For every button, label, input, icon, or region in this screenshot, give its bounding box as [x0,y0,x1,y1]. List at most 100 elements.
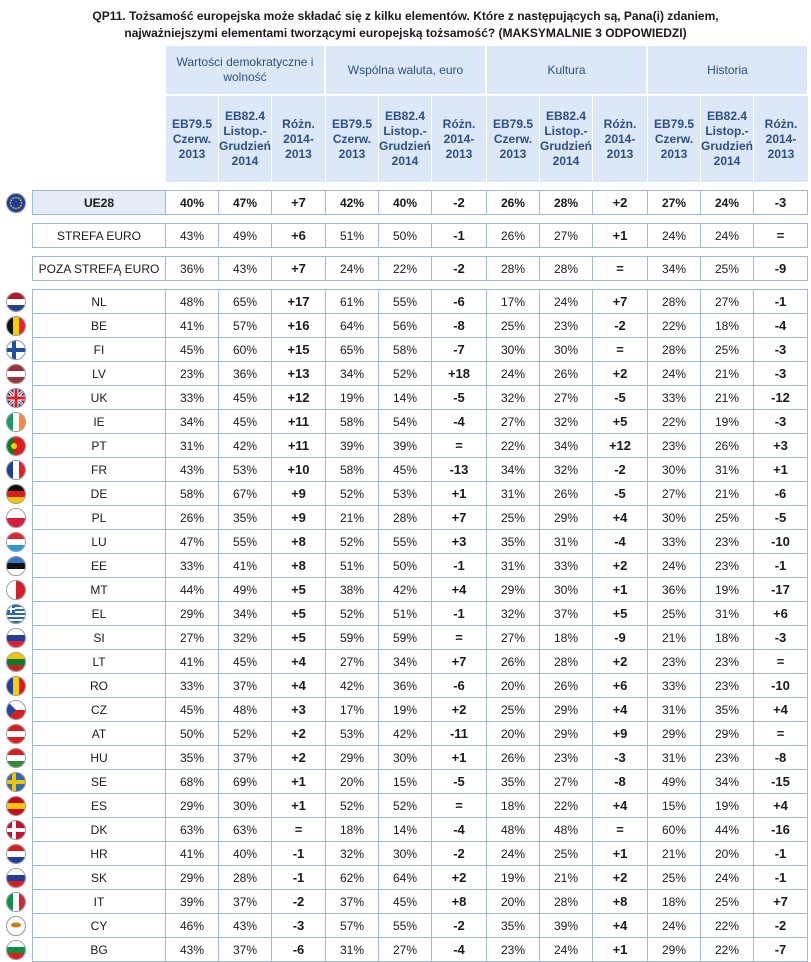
diff-cell: +3 [271,698,325,722]
value-cell: 25% [700,338,753,362]
subheader-eb82: EB82.4 Listop.- Grudzień 2014 [378,94,431,182]
subheader-eb79: EB79.5 Czerw. 2013 [486,94,539,182]
flag-be-icon [6,316,26,336]
value-cell: 40% [165,190,218,215]
value-cell: 37% [539,602,592,626]
subheader-diff: Różn. 2014- 2013 [592,94,647,182]
flag-bg-icon [6,940,26,960]
value-cell: 34% [378,650,431,674]
value-cell: 32% [486,386,539,410]
diff-cell: -1 [753,866,808,890]
diff-cell: -1 [271,842,325,866]
diff-cell: +9 [271,482,325,506]
subheader-eb79: EB79.5 Czerw. 2013 [165,94,218,182]
flag-lt-icon [6,652,26,672]
row-label: FI [32,338,165,362]
diff-cell: -6 [271,938,325,962]
flag-hr-icon [6,844,26,864]
diff-cell: -6 [753,482,808,506]
diff-cell: -17 [753,578,808,602]
diff-cell: +4 [753,794,808,818]
value-cell: 40% [378,190,431,215]
flag-lu-icon [6,532,26,552]
diff-cell: -1 [753,289,808,314]
table-row: CY 46% 43% -3 57% 55% -2 35% 39% +4 24% 22% -2 [0,914,808,938]
value-cell: 25% [486,698,539,722]
value-cell: 15% [378,770,431,794]
flag-de-icon [6,484,26,504]
value-cell: 25% [647,602,700,626]
table-row: CZ 45% 48% +3 17% 19% +2 25% 29% +4 31% 35% +4 [0,698,808,722]
flag-hu-icon [6,748,26,768]
flag-fi-icon [6,340,26,360]
value-cell: 28% [647,289,700,314]
table-row: AT 50% 52% +2 53% 42% -11 20% 29% +9 29% 29% = [0,722,808,746]
diff-cell: = [431,626,486,650]
value-cell: 23% [647,650,700,674]
diff-cell: +7 [431,506,486,530]
row-label: RO [32,674,165,698]
value-cell: 50% [378,554,431,578]
diff-cell: -9 [592,626,647,650]
diff-cell: -3 [271,914,325,938]
value-cell: 60% [218,338,271,362]
value-cell: 15% [647,794,700,818]
value-cell: 29% [539,698,592,722]
value-cell: 29% [647,722,700,746]
table-row: DE 58% 67% +9 52% 53% +1 31% 26% -5 27% 21% -6 [0,482,808,506]
diff-cell: +7 [431,650,486,674]
diff-cell: +11 [271,410,325,434]
diff-cell: -5 [431,386,486,410]
value-cell: 21% [539,866,592,890]
question-title: QP11. Tożsamość europejska może składać … [0,8,811,42]
value-cell: 56% [378,314,431,338]
diff-cell: -13 [431,458,486,482]
value-cell: 46% [165,914,218,938]
value-cell: 52% [325,482,378,506]
value-cell: 52% [378,794,431,818]
value-cell: 27% [700,289,753,314]
value-cell: 34% [218,602,271,626]
row-label: EL [32,602,165,626]
value-cell: 43% [165,938,218,962]
value-cell: 59% [378,626,431,650]
diff-cell: = [753,223,808,248]
flag-cz-icon [6,700,26,720]
value-cell: 27% [539,386,592,410]
value-cell: 34% [700,770,753,794]
value-cell: 22% [378,256,431,281]
value-cell: 26% [486,223,539,248]
flag-at-icon [6,724,26,744]
diff-cell: +1 [592,842,647,866]
table-row: SE 68% 69% +1 20% 15% -5 35% 27% -8 49% 34% -15 [0,770,808,794]
diff-cell: +7 [592,289,647,314]
value-cell: 22% [647,410,700,434]
value-cell: 55% [378,289,431,314]
value-cell: 55% [378,530,431,554]
value-cell: 63% [165,818,218,842]
diff-cell: +17 [271,289,325,314]
value-cell: 43% [165,458,218,482]
value-cell: 42% [378,578,431,602]
value-cell: 55% [378,914,431,938]
value-cell: 47% [165,530,218,554]
diff-cell: +4 [271,674,325,698]
value-cell: 24% [647,914,700,938]
value-cell: 52% [325,530,378,554]
diff-cell: -5 [592,386,647,410]
diff-cell: +4 [592,794,647,818]
value-cell: 33% [647,674,700,698]
value-cell: 24% [325,256,378,281]
diff-cell: -8 [592,770,647,794]
value-cell: 35% [486,770,539,794]
value-cell: 45% [218,410,271,434]
value-cell: 24% [647,223,700,248]
value-cell: 51% [378,602,431,626]
diff-cell: -2 [592,458,647,482]
value-cell: 33% [539,554,592,578]
value-cell: 22% [700,938,753,962]
subheader-eb82: EB82.4 Listop.- Grudzień 2014 [218,94,271,182]
diff-cell: +9 [271,506,325,530]
diff-cell: +10 [271,458,325,482]
value-cell: 32% [539,410,592,434]
